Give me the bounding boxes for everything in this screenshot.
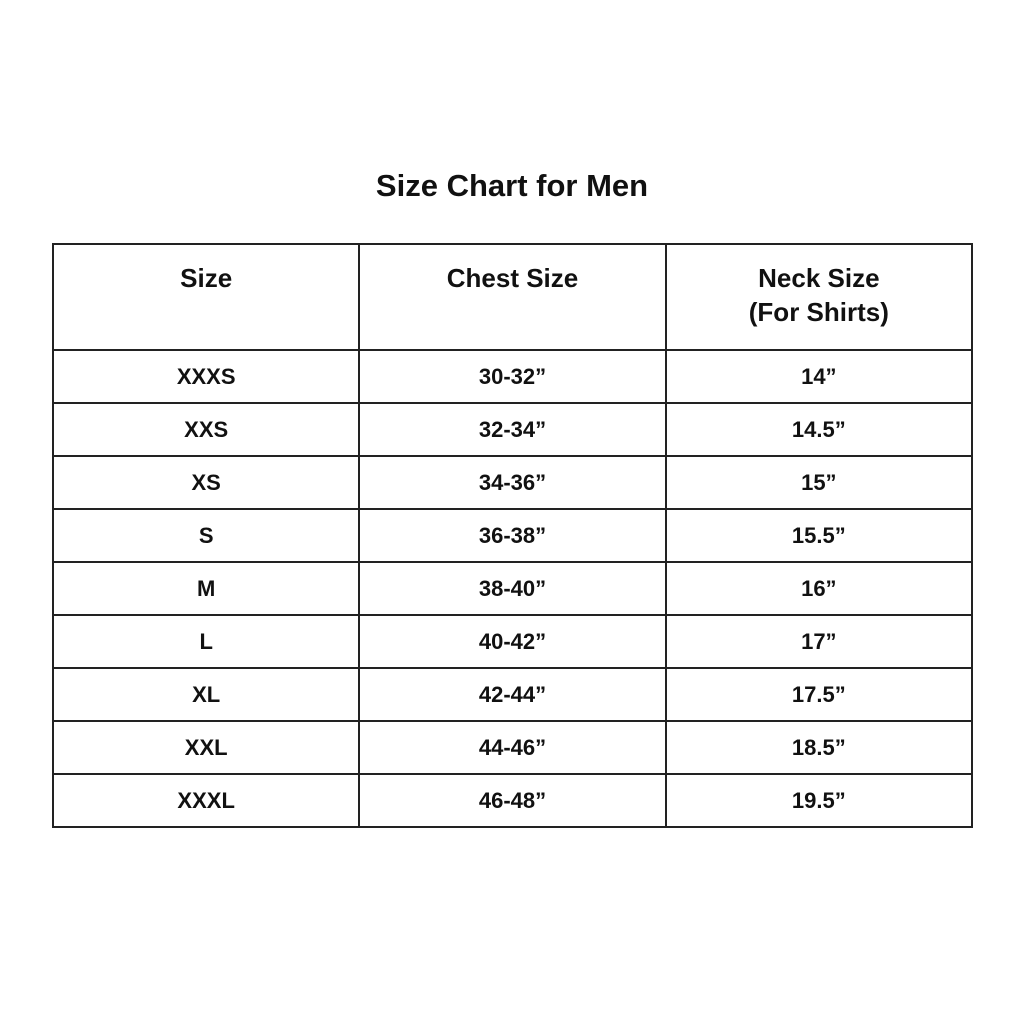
- table-row: XXS 32-34” 14.5”: [51, 402, 974, 457]
- neck-size-cell: 16”: [664, 561, 974, 616]
- neck-size-cell: 17”: [664, 614, 974, 669]
- chest-size-cell: 38-40”: [358, 561, 667, 616]
- chest-size-cell: 34-36”: [358, 455, 667, 510]
- chest-size-cell: 36-38”: [358, 508, 667, 563]
- page-title: Size Chart for Men: [375, 168, 649, 203]
- chest-size-cell: 32-34”: [358, 402, 667, 457]
- chest-size-cell: 46-48”: [358, 773, 667, 828]
- neck-size-cell: 17.5”: [664, 667, 974, 722]
- header-neck-size-label: Neck Size: [758, 263, 880, 293]
- table-row: S 36-38” 15.5”: [51, 508, 974, 563]
- size-cell: M: [51, 561, 361, 616]
- table-row: XS 34-36” 15”: [51, 455, 974, 510]
- table-row: L 40-42” 17”: [51, 614, 974, 669]
- neck-size-cell: 18.5”: [664, 720, 974, 775]
- table-row: XXXS 30-32” 14”: [51, 349, 974, 404]
- size-table: Size Chest Size Neck Size (For Shirts) X…: [51, 243, 974, 828]
- size-cell: L: [51, 614, 361, 669]
- size-cell: S: [51, 508, 361, 563]
- neck-size-cell: 15”: [664, 455, 974, 510]
- size-cell: XXS: [51, 402, 361, 457]
- table-row: M 38-40” 16”: [51, 561, 974, 616]
- table-row: XXL 44-46” 18.5”: [51, 720, 974, 775]
- table-row: XXXL 46-48” 19.5”: [51, 773, 974, 828]
- neck-size-cell: 19.5”: [664, 773, 974, 828]
- neck-size-cell: 14”: [664, 349, 974, 404]
- neck-size-cell: 15.5”: [664, 508, 974, 563]
- size-cell: XL: [51, 667, 361, 722]
- header-neck-size-note: (For Shirts): [748, 297, 889, 327]
- table-row: XL 42-44” 17.5”: [51, 667, 974, 722]
- neck-size-cell: 14.5”: [664, 402, 974, 457]
- chest-size-cell: 30-32”: [358, 349, 667, 404]
- chest-size-cell: 42-44”: [358, 667, 667, 722]
- chest-size-cell: 40-42”: [358, 614, 667, 669]
- size-cell: XXXL: [51, 773, 361, 828]
- table-header-row: Size Chest Size Neck Size (For Shirts): [51, 243, 974, 351]
- header-chest-size: Chest Size: [358, 243, 667, 351]
- size-cell: XXL: [51, 720, 361, 775]
- header-neck-size: Neck Size (For Shirts): [664, 243, 974, 351]
- chest-size-cell: 44-46”: [358, 720, 667, 775]
- header-size: Size: [51, 243, 361, 351]
- size-cell: XXXS: [51, 349, 361, 404]
- size-cell: XS: [51, 455, 361, 510]
